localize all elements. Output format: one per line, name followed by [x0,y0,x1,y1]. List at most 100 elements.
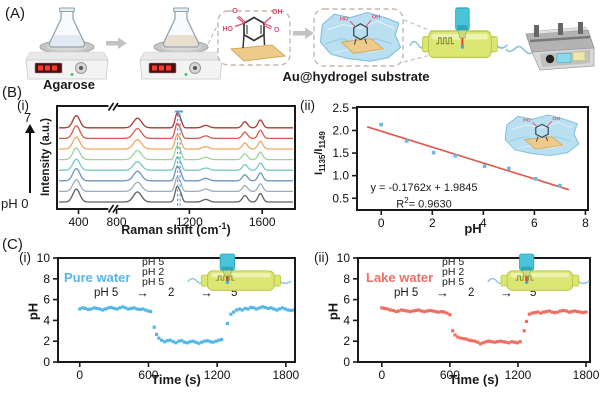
gel-crinkle [511,121,573,130]
panel-b-label: (B) [2,84,22,101]
data-point [570,310,574,314]
data-point [584,310,588,314]
data-point [83,306,88,310]
data-point [174,341,178,345]
data-point [214,339,218,343]
data-point [507,341,511,345]
data-point [391,308,395,313]
spectra-xlabel-post: ) [226,223,231,238]
y-tick-label: 2 [343,334,350,348]
carboxyl-label: HO [340,16,349,22]
data-point [103,307,108,311]
data-point [380,306,384,310]
data-point [197,341,201,345]
data-point [495,340,500,344]
data-point [524,319,529,323]
data-point [422,310,426,314]
data-point [530,311,534,315]
x-tick-label: 1200 [505,368,532,382]
data-point [518,340,522,344]
hydrogel-inset: HO OH [504,114,580,157]
data-point [434,310,438,314]
data-point [129,306,133,310]
axis-frame [56,105,296,210]
data-point [115,307,119,311]
data-point [397,309,401,313]
calib-ylabel-i2: /I [312,148,325,155]
data-point [185,341,189,345]
data-point [490,340,494,344]
pure-water-series-label: Pure water [64,270,131,285]
data-point [203,339,207,343]
calib-ylabel-sub1: 1135 [318,154,328,172]
data-point [461,337,466,341]
data-point [394,310,398,314]
data-point [456,335,460,339]
sample-spot [225,280,230,284]
axis-break-slash [107,102,115,111]
pump-screen [556,53,572,63]
data-point [405,139,409,143]
panel-a-label: (A) [5,5,25,22]
ph-axis-arrowhead [25,124,35,133]
lake-ph-stack: pH 5 pH 2 pH 5 [442,257,464,287]
pump-button [572,51,586,61]
calibration-ylabel: I1135/I1149 [313,108,327,198]
data-point [507,166,511,171]
data-point [208,340,212,344]
y-tick-label: 4 [343,313,350,327]
data-point [513,340,517,344]
carboxyl-label: O [274,27,280,34]
data-point [539,311,543,315]
data-point [484,340,488,344]
axis-frame [356,106,589,211]
lake-water-series-label: Lake water [366,270,434,285]
spectrum-ph-0 [59,185,293,203]
dmta-molecule-icon: O HO OH O [223,8,287,62]
spectrum-ph-3 [59,156,293,171]
pure-seq-start: pH 5 [94,287,119,299]
data-point [536,310,540,314]
pure-water-plot: 0 600 1200 1800 0 2 4 6 8 10 [37,251,300,382]
spectrum-ph-1 [59,176,293,193]
substrate-caption: Au@hydrogel substrate [282,69,430,84]
y-tick-label: 6 [43,293,50,307]
data-point [482,164,487,168]
data-point [383,306,387,310]
panel-c-ii-label: (ii) [314,250,329,265]
data-point [431,150,436,155]
data-point [78,307,82,311]
data-point [225,321,229,326]
data-point [417,308,421,312]
data-point [459,336,463,340]
spectra-ylabel: Intensity (a.u.) [40,118,52,196]
tubing-icon [505,45,534,55]
zoom-connector [204,23,219,51]
y-tick-label: 0 [43,355,50,369]
fit-equation-block: y = -0.1762x + 1.9845 R2= 0.9630 [362,182,486,211]
data-point [126,307,130,311]
data-point [257,306,262,310]
lake-seq-start: pH 5 [394,287,419,299]
data-point [101,308,105,312]
y-tick-label: 8 [43,272,50,286]
spectrum-ph-4 [59,144,293,161]
lake-ylabel: pH [325,302,341,321]
data-point [425,309,429,313]
panel-c-label: (C) [2,236,23,253]
data-point [237,307,242,311]
data-point [470,339,474,343]
data-point [220,338,224,342]
data-point [188,340,192,344]
data-point [533,177,538,181]
fit-equation: y = -0.1762x + 1.9845 [370,182,478,194]
carboxyl-label: HO [223,26,234,33]
data-point [379,122,383,127]
spectrum-ph-2 [59,165,293,182]
data-point [408,310,412,314]
step-arrow-icon [293,27,314,39]
right-arrow-icon: → [436,285,449,300]
x-tick-label: 1800 [573,368,600,382]
y-tick-label: 10 [37,251,51,265]
x-tick-label: 0 [378,216,385,230]
